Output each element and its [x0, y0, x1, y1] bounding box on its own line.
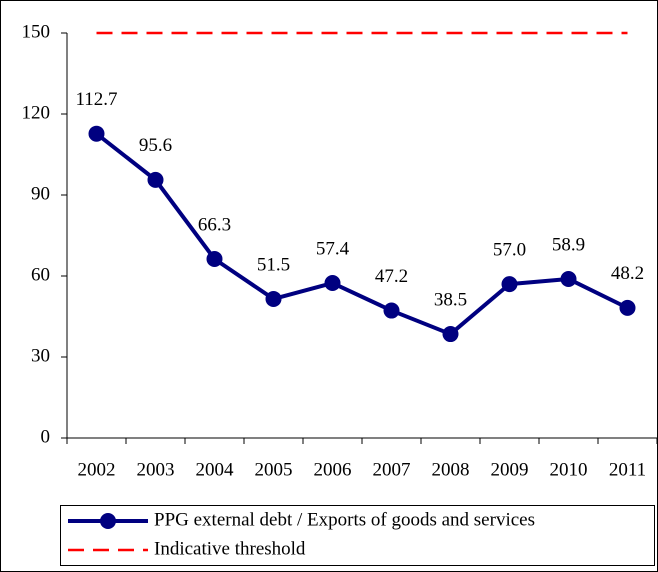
y-tick-label: 120 [22, 102, 51, 123]
point [560, 270, 577, 287]
point [147, 171, 164, 188]
y-tick-label: 30 [31, 345, 50, 366]
data-label: 112.7 [75, 89, 117, 110]
legend-label: PPG external debt / Exports of goods and… [154, 509, 535, 530]
x-tick-label: 2002 [78, 459, 116, 480]
point [619, 299, 636, 316]
data-label: 57.4 [316, 238, 350, 259]
x-tick-label: 2006 [314, 459, 352, 480]
y-tick-label: 60 [31, 264, 50, 285]
point [442, 326, 459, 343]
point [383, 302, 400, 319]
x-tick-label: 2003 [137, 459, 175, 480]
x-tick-label: 2010 [550, 459, 588, 480]
x-tick-label: 2009 [491, 459, 529, 480]
data-label: 58.9 [552, 234, 585, 255]
data-label: 66.3 [198, 214, 231, 235]
point [324, 275, 341, 292]
point [206, 250, 223, 267]
series-line [95, 132, 629, 337]
legend-box [60, 505, 655, 566]
y-tick-label: 90 [31, 183, 50, 204]
legend-label: Indicative threshold [154, 538, 306, 559]
x-tick-label: 2004 [196, 459, 235, 480]
data-label: 48.2 [611, 263, 644, 284]
data-label: 51.5 [257, 254, 290, 275]
point [265, 290, 282, 307]
legend-marker [100, 513, 116, 529]
x-tick-label: 2005 [255, 459, 293, 480]
x-tick-label: 2008 [432, 459, 470, 480]
point [88, 125, 105, 142]
data-label: 38.5 [434, 289, 467, 310]
data-label: 95.6 [139, 135, 172, 156]
data-label: 57.0 [493, 239, 526, 260]
data-label: 47.2 [375, 266, 408, 287]
point [501, 276, 518, 293]
y-tick-label: 150 [22, 21, 51, 42]
x-tick-label: 2007 [373, 459, 411, 480]
x-tick-label: 2011 [609, 459, 646, 480]
y-tick-label: 0 [41, 426, 51, 447]
